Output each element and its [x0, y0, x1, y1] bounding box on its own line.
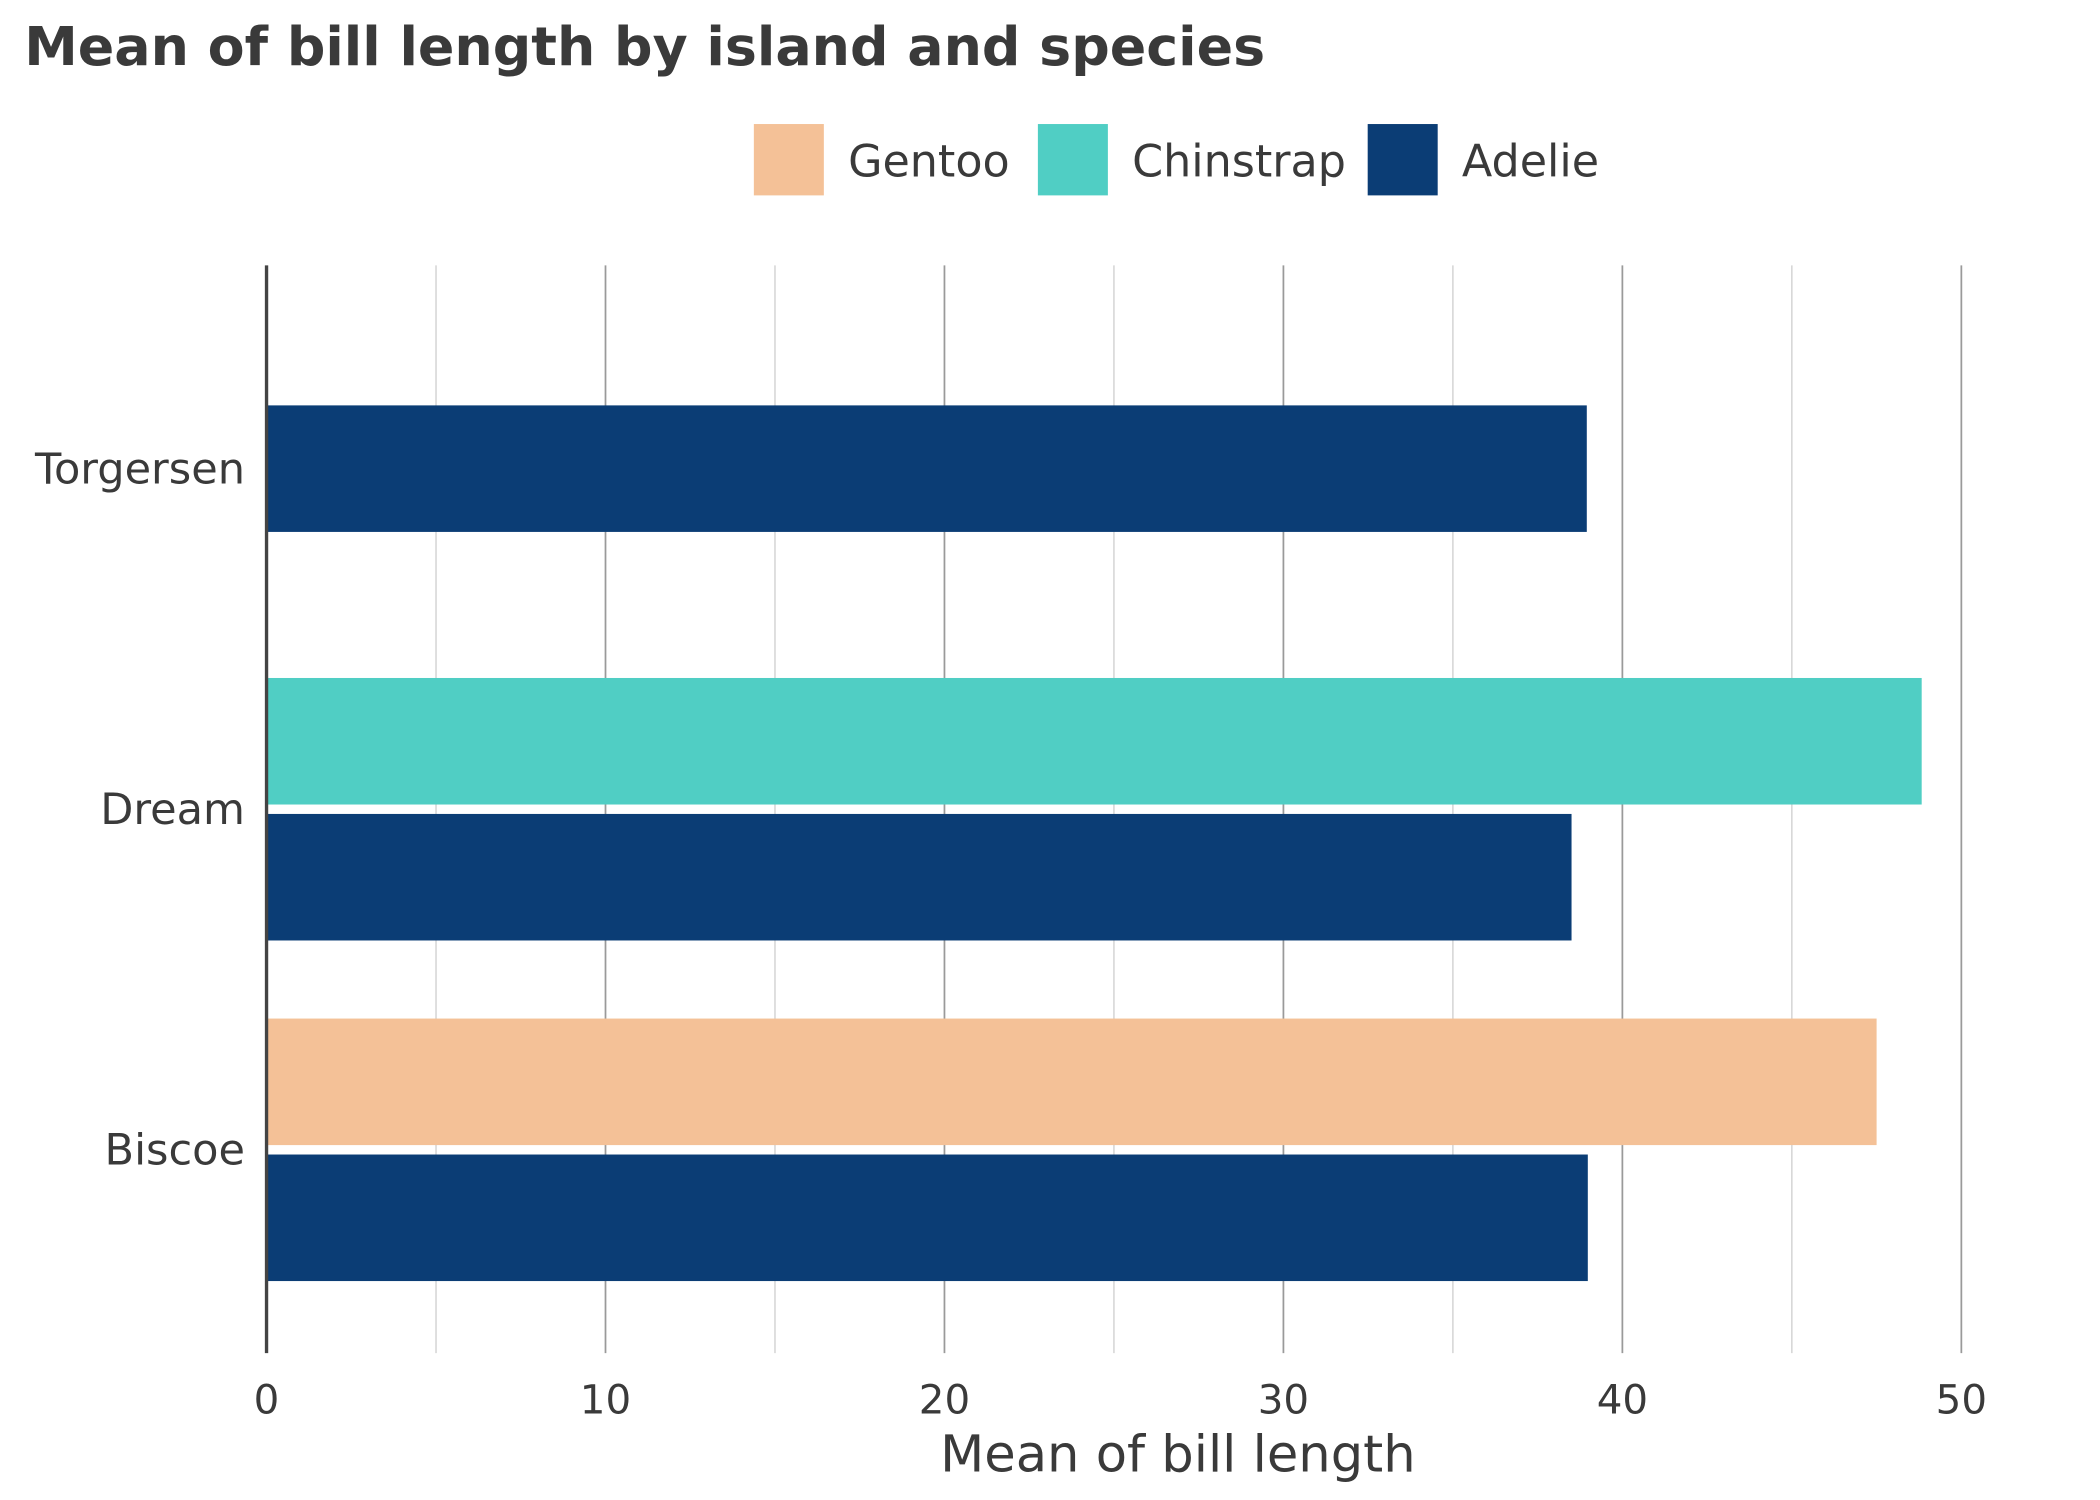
y-tick-label: Torgersen — [34, 444, 245, 494]
x-tick-label: 40 — [1597, 1377, 1648, 1424]
chart-title: Mean of bill length by island and specie… — [24, 15, 1265, 78]
y-tick-labels: Torgersen Dream Biscoe — [34, 444, 245, 1175]
legend-label-gentoo: Gentoo — [848, 137, 1010, 188]
x-tick-labels: 0 10 20 30 40 50 — [254, 1377, 1987, 1424]
x-tick-label: 10 — [580, 1377, 631, 1424]
legend-swatch-gentoo — [753, 124, 824, 196]
x-tick-label: 0 — [254, 1377, 280, 1424]
bar-dream-chinstrap — [266, 677, 1922, 805]
y-tick-label: Biscoe — [105, 1126, 245, 1176]
legend-label-chinstrap: Chinstrap — [1132, 137, 1346, 188]
bars — [266, 405, 1922, 1282]
bar-biscoe-adelie — [266, 1154, 1588, 1282]
x-tick-label: 30 — [1258, 1377, 1309, 1424]
x-axis-label: Mean of bill length — [940, 1426, 1415, 1485]
y-tick-label: Dream — [100, 785, 245, 835]
x-tick-label: 20 — [919, 1377, 970, 1424]
legend-label-adelie: Adelie — [1462, 137, 1599, 188]
bar-torgersen-adelie — [266, 405, 1587, 532]
bar-biscoe-gentoo — [266, 1018, 1877, 1146]
x-tick-label: 50 — [1936, 1377, 1987, 1424]
legend-swatch-chinstrap — [1037, 124, 1108, 196]
legend-swatch-adelie — [1367, 124, 1438, 196]
legend: Gentoo Chinstrap Adelie — [753, 124, 1599, 196]
bar-dream-adelie — [266, 813, 1572, 941]
